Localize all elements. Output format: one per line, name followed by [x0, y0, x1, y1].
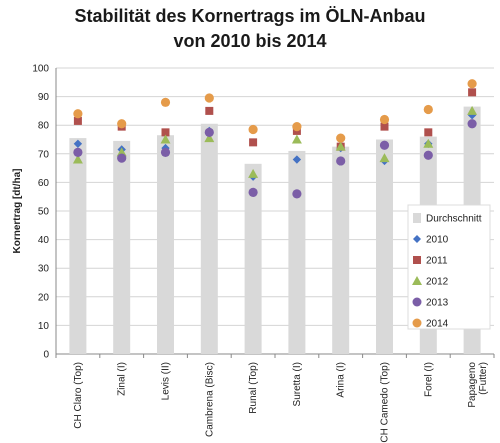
y-tick-label: 10	[38, 321, 50, 332]
y-tick-label: 100	[32, 64, 49, 75]
marker-2013	[73, 147, 83, 157]
marker-2014	[467, 79, 477, 89]
x-category-label: Zinal (I)	[117, 362, 128, 396]
legend-swatch-durchschnitt	[413, 213, 421, 223]
marker-2012	[291, 134, 302, 144]
bar-durchschnitt	[113, 140, 131, 354]
marker-2013	[379, 140, 390, 150]
y-axis-label: Kornertrag [dt/ha]	[12, 169, 23, 254]
y-tick-label: 90	[38, 92, 50, 103]
bar-durchschnitt	[288, 150, 306, 354]
legend-label: 2013	[426, 298, 449, 309]
marker-2011	[161, 128, 170, 137]
marker-2012	[160, 134, 171, 144]
marker-2014	[160, 97, 171, 107]
legend-swatch-2011	[413, 256, 421, 264]
chart-title-line-2: von 2010 bis 2014	[173, 31, 327, 51]
bar-durchschnitt	[157, 135, 174, 354]
y-tick-label: 50	[38, 207, 50, 218]
chart-title-line-1: Stabilität des Kornertrags im ÖLN-Anbau	[74, 6, 426, 26]
legend-label: Durchschnitt	[426, 214, 482, 225]
marker-2014	[117, 119, 127, 129]
marker-2014	[379, 114, 390, 125]
y-tick-label: 30	[38, 264, 50, 275]
legend-swatch-2013	[412, 297, 422, 307]
y-tick-label: 0	[43, 350, 49, 361]
bar-durchschnitt	[69, 138, 87, 354]
marker-2012	[248, 168, 259, 178]
bar-durchschnitt	[200, 123, 218, 355]
y-tick-label: 20	[38, 292, 50, 303]
marker-2012	[467, 105, 478, 115]
x-category-label: Levis (II)	[161, 362, 172, 400]
marker-2011	[73, 116, 82, 125]
marker-2013	[292, 189, 302, 199]
y-tick-label: 60	[38, 178, 50, 189]
x-category-label: (Futter)	[478, 362, 489, 395]
legend-box	[407, 204, 491, 330]
y-tick-label: 40	[38, 235, 50, 246]
marker-2013	[160, 147, 171, 157]
marker-2013	[248, 187, 258, 198]
marker-2014	[248, 124, 258, 135]
legend-label: 2010	[426, 235, 449, 246]
chart-title: Stabilität des Kornertrags im ÖLN-Anbau …	[0, 4, 500, 54]
marker-2013	[204, 127, 214, 137]
x-category-label: Runal (Top)	[248, 362, 259, 414]
legend-swatch-2014	[412, 318, 422, 328]
legend-label: 2011	[426, 256, 448, 267]
marker-2014	[336, 133, 346, 143]
x-category-label: Suretta (I)	[292, 362, 303, 406]
marker-2012	[116, 147, 127, 157]
marker-2014	[423, 104, 433, 115]
marker-2011	[380, 122, 389, 131]
marker-2014	[204, 93, 214, 103]
marker-2013	[117, 153, 127, 163]
marker-2014	[73, 109, 83, 119]
bar-durchschnitt	[244, 163, 262, 354]
marker-2012	[204, 133, 215, 143]
x-category-label: Papageno	[467, 362, 478, 408]
legend-swatch-2012	[412, 276, 422, 285]
marker-2013	[467, 119, 477, 129]
y-tick-label: 70	[38, 149, 50, 160]
bar-durchschnitt	[332, 146, 350, 354]
x-category-label: Arina (I)	[336, 362, 347, 398]
x-category-label: CH Camedo (Top)	[380, 362, 391, 443]
marker-2012	[335, 141, 346, 151]
x-category-label: Forel (I)	[423, 362, 434, 397]
bar-durchschnitt	[376, 139, 393, 354]
x-category-label: CH Claro (Top)	[73, 362, 84, 429]
legend-label: 2012	[426, 277, 449, 288]
marker-2013	[423, 150, 433, 160]
marker-2011	[205, 106, 214, 115]
marker-2011	[468, 88, 477, 97]
marker-2012	[379, 153, 390, 163]
legend-swatch-2010	[413, 235, 421, 243]
marker-2010	[292, 155, 302, 164]
marker-2013	[336, 156, 346, 166]
marker-2011	[249, 138, 258, 147]
legend-label: 2014	[426, 319, 449, 330]
marker-2012	[423, 138, 434, 148]
marker-2011	[424, 128, 433, 137]
y-tick-label: 80	[38, 121, 50, 132]
x-category-label: Cambrena (Bisc)	[204, 362, 215, 437]
marker-2014	[292, 122, 302, 132]
marker-2012	[72, 154, 83, 164]
marker-2010	[73, 139, 83, 148]
